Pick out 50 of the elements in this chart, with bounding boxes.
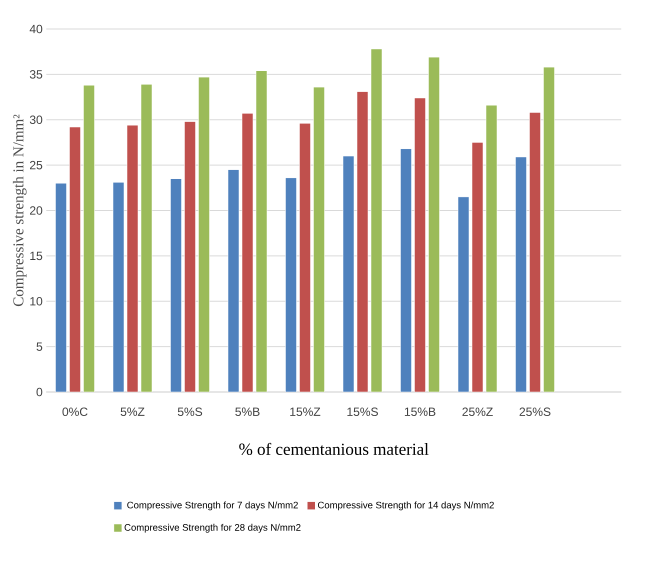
bar [428,56,440,392]
bar [170,178,182,392]
legend-label: Compressive Strength for 7 days N/mm2 [127,501,298,510]
bar [370,48,382,392]
bar [228,169,240,392]
bar [342,156,354,392]
x-tick-label: 15%Z [290,408,320,416]
x-tick-label: 5%B [235,408,260,416]
bar [140,84,152,392]
bar [356,91,368,392]
bar [184,121,196,392]
bar [83,85,95,392]
x-tick-label: 25%Z [462,408,493,416]
bar [414,98,426,392]
y-tick-label: 30 [30,116,42,124]
bar [543,66,555,392]
bar [55,183,67,392]
x-tick-label: 15%S [347,408,378,416]
bar [400,148,412,392]
y-axis-title: Compressive strength in N/mm² [12,114,27,306]
legend-label: Compressive Strength for 28 days N/mm2 [124,524,301,533]
x-tick-label: 5%Z [120,408,144,416]
bar [472,142,484,392]
bar [486,104,498,392]
bar [515,156,527,392]
bar [242,113,254,392]
y-tick-label: 40 [30,24,42,34]
y-tick-label: 10 [30,297,42,306]
y-tick-label: 0 [36,388,42,396]
y-tick-label: 5 [36,342,42,351]
x-tick-label: 15%B [404,408,436,416]
x-tick-label: 5%S [178,408,202,416]
bar [529,112,541,392]
y-tick-label: 15 [30,252,42,260]
x-tick-label: 0%C [62,408,88,416]
bar [299,123,311,392]
y-tick-label: 25 [30,160,42,170]
bar [112,182,124,392]
x-axis-title: % of cementanious material [239,442,429,456]
bar [198,76,210,392]
bar [458,196,470,392]
x-tick-label: 25%S [520,408,550,416]
bar [256,70,268,392]
y-tick-label: 35 [30,70,42,79]
bar [285,178,297,392]
bar [69,126,81,392]
bar [126,124,138,392]
bar [313,86,325,392]
y-tick-label: 20 [30,206,42,215]
legend-label: Compressive Strength for 14 days N/mm2 [318,501,494,510]
